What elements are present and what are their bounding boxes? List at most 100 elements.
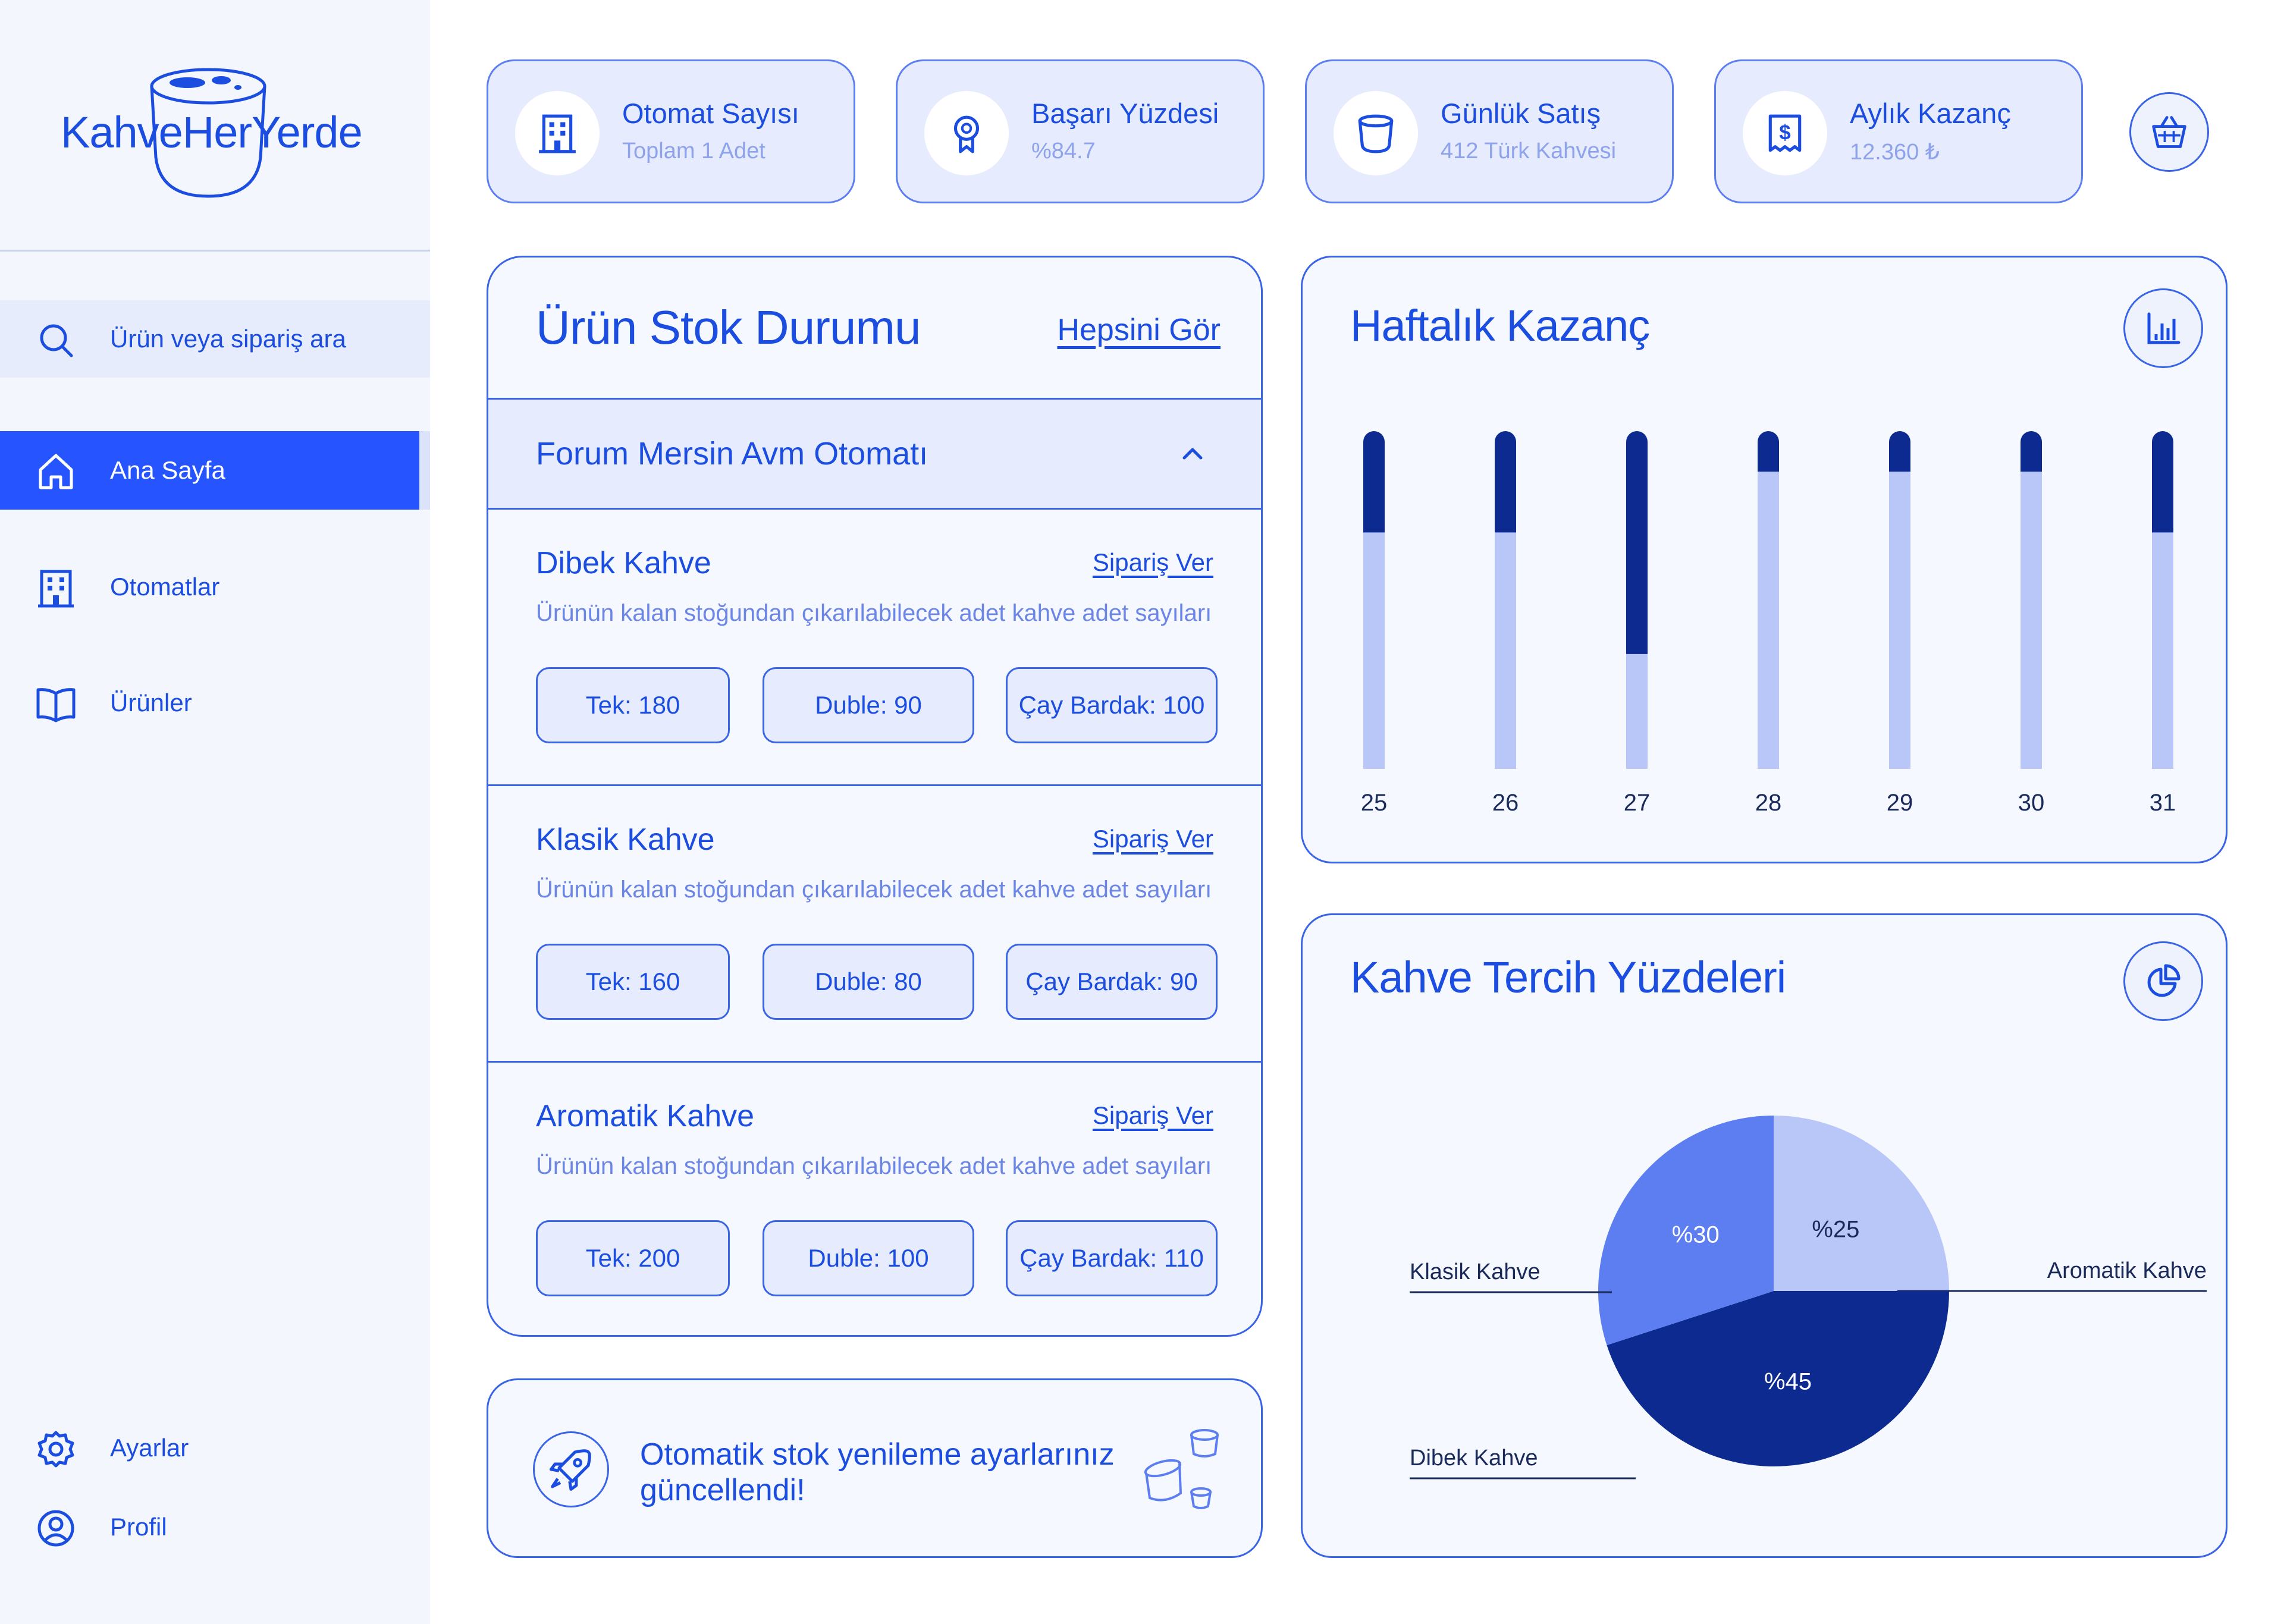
bar-segment-light [1363,532,1385,769]
stock-pill-single[interactable]: Tek: 180 [536,667,730,743]
sidebar-divider [0,250,430,252]
product-row-dibek: Dibek Kahve Sipariş Ver Ürünün kalan sto… [488,510,1261,786]
preferences-card: Kahve Tercih Yüzdeleri %25 Aromatik Kahve… [1301,913,2227,1558]
sidebar-item-profil[interactable]: Profil [0,1488,430,1566]
product-row-aromatik: Aromatik Kahve Sipariş Ver Ürünün kalan … [488,1063,1261,1335]
order-link[interactable]: Sipariş Ver [1092,548,1213,576]
stock-pill-double[interactable]: Duble: 80 [763,944,974,1020]
sidebar-item-label: Otomatlar [110,573,220,601]
x-tick-label: 26 [1492,790,1519,816]
award-icon [924,91,1009,175]
stat-title: Başarı Yüzdesi [1031,98,1219,129]
bar-segment-light [1889,472,1910,769]
chevron-up-icon[interactable] [1175,435,1210,471]
book-icon [36,684,76,724]
svg-text:$: $ [1779,121,1790,144]
stock-pill-single[interactable]: Tek: 200 [536,1220,730,1296]
order-link[interactable]: Sipariş Ver [1092,825,1213,853]
bar-segment-dark [2152,431,2173,545]
sidebar-item-urunler[interactable]: Ürünler [0,664,430,742]
stat-card-aylik-kazanc[interactable]: $ Aylık Kazanç 12.360 ₺ [1714,59,2083,203]
pie-legend-label: Klasik Kahve [1410,1259,1541,1284]
bar-chart-icon [2145,310,2181,346]
brand-logo[interactable]: KahveHerYerde [61,108,363,157]
sidebar-item-ana-sayfa[interactable]: Ana Sayfa [0,431,430,510]
stock-pill-double[interactable]: Duble: 90 [763,667,974,743]
product-name: Dibek Kahve [536,546,711,580]
pie-slice [1774,1116,1949,1291]
product-name: Klasik Kahve [536,822,715,857]
x-tick-label: 25 [1361,790,1388,816]
weekly-earnings-card: Haftalık Kazanç 25 26 27 28 29 30 31 [1301,256,2227,863]
stock-pill-tea-glass[interactable]: Çay Bardak: 90 [1006,944,1218,1020]
cart-button[interactable] [2129,92,2209,172]
gear-icon [36,1429,76,1469]
preferences-pie-chart: %25 Aromatik Kahve %45 Dibek Kahve %30 Klasik… [1410,1116,2207,1479]
weekly-title: Haftalık Kazanç [1350,301,1650,350]
receipt-icon: $ [1743,91,1827,175]
bar-chart-button[interactable] [2123,288,2203,368]
stat-card-otomat-sayisi[interactable]: Otomat Sayısı Toplam 1 Adet [487,59,855,203]
stat-title: Otomat Sayısı [622,98,799,129]
stock-pill-double[interactable]: Duble: 100 [763,1220,974,1296]
x-tick-label: 27 [1624,790,1651,816]
building-icon [36,568,76,608]
pie-percent-label: %30 [1672,1222,1720,1248]
pie-legend-label: Aromatik Kahve [2047,1258,2207,1283]
pie-percent-label: %45 [1764,1369,1812,1395]
sidebar-item-label: Ana Sayfa [110,456,225,484]
pie-slice [1607,1291,1949,1466]
stat-value: 412 Türk Kahvesi [1441,139,1617,164]
cup-icon [1334,91,1418,175]
stock-pill-single[interactable]: Tek: 160 [536,944,730,1020]
sidebar-item-ayarlar[interactable]: Ayarlar [0,1409,430,1487]
cups-illustration-icon [1139,1428,1228,1517]
sidebar-item-otomatlar[interactable]: Otomatlar [0,548,430,626]
stock-card: Ürün Stok Durumu Hepsini Gör Forum Mersi… [487,256,1263,1337]
stat-card-basari-yuzdesi[interactable]: Başarı Yüzdesi %84.7 [896,59,1265,203]
active-indicator [419,431,430,510]
sidebar-item-label: Profil [110,1513,167,1541]
building-icon [515,91,600,175]
bar-segment-light [1758,472,1779,769]
bar-segment-dark [1758,431,1779,484]
search-input[interactable]: Ürün veya sipariş ara [0,300,430,378]
notification-text: Otomatik stok yenileme ayarlarınız günce… [640,1437,1115,1507]
bar-segment-light [2152,532,2173,769]
sidebar-item-label: Ayarlar [110,1434,189,1462]
x-tick-label: 30 [2018,790,2045,816]
stock-title: Ürün Stok Durumu [536,301,921,354]
basket-icon [2150,113,2188,151]
stat-value: 12.360 ₺ [1850,140,1940,165]
product-description: Ürünün kalan stoğundan çıkarılabilecek a… [536,1153,1212,1179]
order-link[interactable]: Sipariş Ver [1092,1101,1213,1129]
bar-segment-dark [1889,431,1910,484]
stat-card-gunluk-satis[interactable]: Günlük Satış 412 Türk Kahvesi [1305,59,1674,203]
machine-selector[interactable]: Forum Mersin Avm Otomatı [488,398,1261,510]
x-tick-label: 31 [2150,790,2176,816]
pie-legend-label: Dibek Kahve [1410,1446,1538,1471]
weekly-bar-chart: 25 26 27 28 29 30 31 [1361,431,2176,816]
see-all-link[interactable]: Hepsini Gör [1057,313,1221,347]
stock-pill-tea-glass[interactable]: Çay Bardak: 100 [1006,667,1218,743]
x-tick-label: 28 [1755,790,1782,816]
product-name: Aromatik Kahve [536,1099,755,1133]
stock-pill-tea-glass[interactable]: Çay Bardak: 110 [1006,1220,1218,1296]
pie-slice [1598,1116,1774,1346]
bar-segment-light [1495,532,1516,769]
bar-segment-dark [1363,431,1385,545]
notification-card: Otomatik stok yenileme ayarlarınız günce… [487,1378,1263,1558]
machine-name: Forum Mersin Avm Otomatı [536,436,928,472]
stat-title: Aylık Kazanç [1850,98,2011,129]
bar-segment-dark [1495,431,1516,545]
user-icon [36,1508,76,1548]
preferences-title: Kahve Tercih Yüzdeleri [1350,953,1786,1002]
bar-segment-light [1626,654,1648,769]
product-row-klasik: Klasik Kahve Sipariş Ver Ürünün kalan st… [488,786,1261,1063]
stat-value: Toplam 1 Adet [622,139,765,164]
pie-chart-button[interactable] [2123,941,2203,1021]
rocket-icon [533,1431,609,1507]
product-description: Ürünün kalan stoğundan çıkarılabilecek a… [536,877,1212,903]
home-icon [36,451,76,491]
stat-value: %84.7 [1031,139,1096,164]
